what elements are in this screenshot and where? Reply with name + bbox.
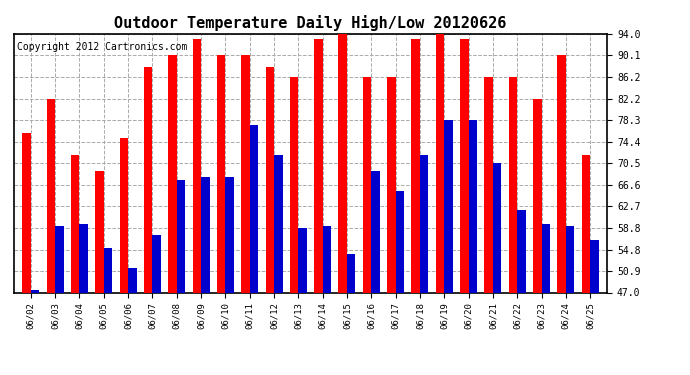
Bar: [274, 155, 282, 292]
Bar: [590, 240, 599, 292]
Bar: [582, 155, 590, 292]
Bar: [217, 55, 226, 292]
Bar: [241, 55, 250, 292]
Bar: [119, 138, 128, 292]
Bar: [201, 177, 210, 292]
Bar: [47, 99, 55, 292]
Text: Copyright 2012 Cartronics.com: Copyright 2012 Cartronics.com: [17, 42, 187, 51]
Bar: [266, 67, 274, 292]
Bar: [177, 180, 185, 292]
Bar: [290, 77, 298, 292]
Bar: [144, 67, 152, 292]
Bar: [193, 39, 201, 292]
Bar: [444, 120, 453, 292]
Bar: [436, 34, 444, 292]
Bar: [339, 34, 347, 292]
Bar: [128, 268, 137, 292]
Bar: [104, 249, 112, 292]
Bar: [347, 254, 355, 292]
Bar: [558, 55, 566, 292]
Bar: [542, 224, 550, 292]
Title: Outdoor Temperature Daily High/Low 20120626: Outdoor Temperature Daily High/Low 20120…: [115, 15, 506, 31]
Bar: [55, 226, 63, 292]
Bar: [493, 163, 502, 292]
Bar: [469, 120, 477, 292]
Bar: [420, 155, 428, 292]
Bar: [387, 77, 395, 292]
Bar: [518, 210, 526, 292]
Bar: [323, 226, 331, 292]
Bar: [168, 55, 177, 292]
Bar: [395, 190, 404, 292]
Bar: [314, 39, 323, 292]
Bar: [298, 228, 307, 292]
Bar: [566, 226, 574, 292]
Bar: [509, 77, 518, 292]
Bar: [363, 77, 371, 292]
Bar: [411, 39, 420, 292]
Bar: [95, 171, 104, 292]
Bar: [71, 155, 79, 292]
Bar: [22, 133, 31, 292]
Bar: [226, 177, 234, 292]
Bar: [79, 224, 88, 292]
Bar: [460, 39, 469, 292]
Bar: [152, 235, 161, 292]
Bar: [371, 171, 380, 292]
Bar: [533, 99, 542, 292]
Bar: [484, 77, 493, 292]
Bar: [31, 290, 39, 292]
Bar: [250, 124, 258, 292]
